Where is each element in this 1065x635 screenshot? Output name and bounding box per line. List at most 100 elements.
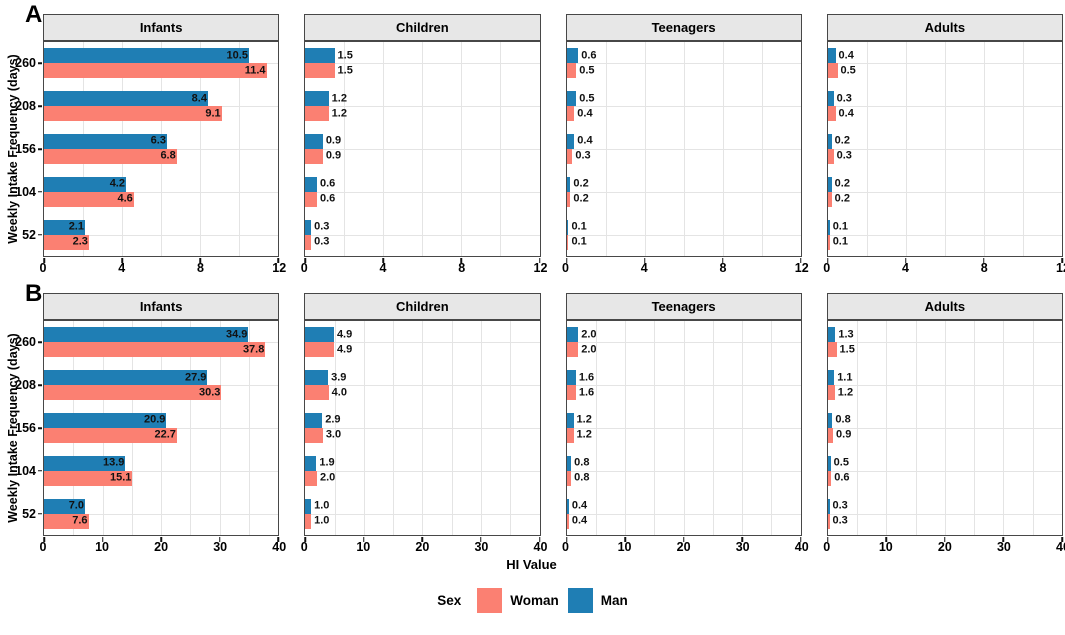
x-tick-mark — [363, 537, 365, 542]
bar-value-label: 20.9 — [143, 413, 166, 426]
x-tick-label: 8 — [458, 261, 466, 275]
bar-value-label: 0.3 — [832, 514, 848, 527]
bar-woman: 22.7 — [44, 427, 177, 443]
bar-group-260: 0.6 0.5 — [566, 42, 801, 85]
gridline — [827, 470, 1062, 472]
bar-value-label: 0.9 — [325, 149, 342, 162]
x-tick-mark — [460, 258, 463, 263]
bar-value-label: 1.5 — [337, 64, 353, 77]
x-tick-label: 10 — [617, 540, 632, 554]
x-tick-label: 0 — [300, 540, 308, 554]
x-axis: 0 4 8 12 — [823, 257, 1065, 276]
x-tick-label: 30 — [996, 540, 1011, 554]
bar-woman: 1.5 — [305, 63, 353, 79]
bar-value-label: 2.0 — [581, 343, 597, 356]
gridline — [44, 234, 279, 236]
x-axis: 0 4 8 12 — [300, 257, 548, 276]
bar-value-label: 0.6 — [319, 192, 336, 205]
bar-woman: 2.0 — [305, 470, 335, 486]
bar-woman: 0.1 — [566, 234, 587, 250]
bar-value-label: 0.2 — [834, 134, 850, 147]
facet-adults: Adults 1.3 1.5 1.1 1.2 0.8 0.9 0.5 0.6 0.3 0.3 0 10 2… — [823, 293, 1065, 555]
y-tick-mark — [37, 233, 42, 236]
bar-man: 1.9 — [305, 455, 335, 471]
bar-value-label: 2.0 — [581, 328, 597, 341]
facet-title: Teenagers — [565, 14, 802, 41]
bar-woman: 4.9 — [305, 342, 352, 358]
bar-value-label: 0.4 — [838, 49, 854, 62]
x-tick-mark — [983, 258, 985, 263]
bar-woman: 0.5 — [566, 63, 595, 79]
x-tick-mark — [827, 537, 829, 542]
gridline — [827, 191, 1062, 193]
y-tick-label: 208 — [15, 99, 36, 114]
x-tick-mark — [643, 258, 646, 263]
bar-woman: 1.2 — [566, 427, 592, 443]
x-tick-label: 8 — [197, 261, 204, 275]
bar-group-104: 0.5 0.6 — [827, 449, 1062, 492]
bar-value-label: 0.3 — [575, 149, 591, 162]
bar-woman: 0.9 — [305, 148, 341, 164]
bar-value-label: 1.0 — [314, 499, 330, 512]
plot-area: 0.4 0.5 0.3 0.4 0.2 0.3 0.2 0.2 0.1 0.1 — [826, 41, 1063, 263]
bar-value-label: 0.5 — [833, 456, 849, 469]
gridline — [305, 63, 540, 65]
bar-group-208: 0.3 0.4 — [827, 85, 1062, 128]
x-tick-mark — [304, 258, 306, 263]
bar-value-label: 15.1 — [110, 471, 132, 484]
gridline — [827, 513, 1062, 515]
x-tick-label: 12 — [1056, 261, 1065, 275]
bar-value-label: 1.2 — [576, 413, 592, 426]
gridline — [305, 149, 540, 150]
bar-value-label: 0.2 — [834, 177, 850, 190]
bar-man: 27.9 — [44, 370, 208, 386]
x-tick-label: 8 — [719, 261, 727, 275]
bar-value-label: 11.4 — [244, 64, 266, 77]
x-tick-label: 4 — [379, 261, 387, 275]
bar-group-52: 0.3 0.3 — [305, 213, 539, 256]
bar-group-260: 1.3 1.5 — [827, 321, 1062, 364]
bar-value-label: 0.3 — [836, 149, 852, 162]
x-tick-mark — [741, 537, 743, 542]
plot-area: 1.5 1.5 1.2 1.2 0.9 0.9 0.6 0.6 0.3 0.3 — [304, 41, 541, 263]
bar-group-208: 1.1 1.2 — [827, 364, 1062, 407]
x-tick-label: 30 — [213, 540, 228, 554]
x-tick-mark — [101, 537, 104, 542]
x-tick-label: 4 — [902, 261, 909, 275]
plot-area: 10.5 11.4 8.4 9.1 6.3 6.8 4.2 4.6 2.1 2.3 260 208 15… — [15, 41, 280, 263]
bar-value-label: 1.1 — [837, 371, 853, 384]
x-tick-label: 12 — [272, 261, 287, 275]
bar-man: 0.8 — [827, 412, 851, 428]
bar-man: 0.4 — [827, 48, 854, 64]
x-tick-label: 0 — [300, 261, 308, 275]
y-tick-label: 260 — [15, 335, 36, 350]
x-tick-label: 4 — [640, 261, 648, 275]
x-tick-label: 20 — [676, 540, 691, 554]
x-axis: 0 10 20 30 40 — [562, 536, 809, 555]
gridline — [566, 342, 801, 344]
bar-woman: 0.6 — [827, 470, 850, 486]
facet-title: Children — [304, 293, 541, 320]
x-tick-mark — [382, 258, 385, 263]
bar-group-52: 0.4 0.4 — [566, 492, 801, 535]
bar-value-label: 13.9 — [102, 456, 125, 469]
gridline — [305, 513, 540, 515]
y-tick-label: 208 — [15, 378, 36, 393]
bar-value-label: 2.1 — [68, 220, 84, 233]
gridline — [44, 191, 279, 193]
bar-value-label: 9.1 — [205, 107, 221, 120]
bar-group-260: 34.9 37.8 — [44, 321, 278, 364]
x-tick-mark — [160, 537, 162, 542]
bar-group-52: 0.1 0.1 — [566, 213, 801, 256]
bar-man: 3.9 — [305, 370, 346, 386]
x-axis: 0 4 8 12 — [562, 257, 809, 276]
bar-value-label: 0.6 — [834, 471, 850, 484]
bar-woman: 11.4 — [44, 63, 267, 79]
bar-value-label: 4.9 — [336, 343, 353, 356]
gridline — [44, 470, 279, 472]
y-tick-label: 156 — [15, 142, 36, 156]
bar-value-label: 0.1 — [571, 220, 587, 233]
bar-man: 0.1 — [566, 219, 587, 235]
bar-man: 0.2 — [827, 176, 850, 192]
bar-woman: 1.2 — [305, 106, 347, 122]
